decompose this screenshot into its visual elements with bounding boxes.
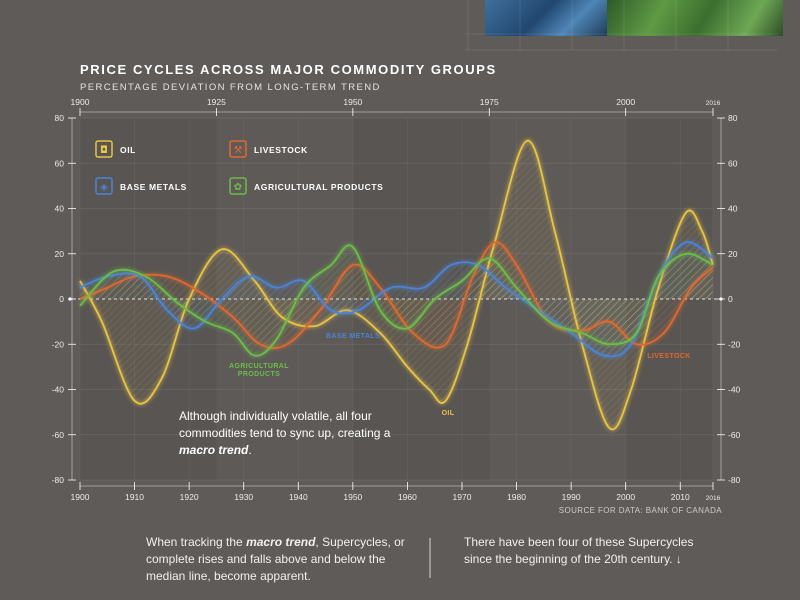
y-tick-label-right: 60 [728,158,738,168]
oil-barrel-icon [95,140,113,158]
legend-item-livestock: ⚒ LIVESTOCK [229,140,308,158]
x-tick-label-bottom: 1970 [453,492,472,502]
chart-title: PRICE CYCLES ACROSS MAJOR COMMODITY GROU… [80,62,497,77]
series-lines [68,139,723,431]
y-tick-label-left: 80 [55,113,65,123]
label-agricultural-products-line2: PRODUCTS [238,371,280,378]
annotation-emphasis: macro trend [179,443,249,457]
x-tick-label-top: 2016 [706,100,721,107]
x-tick-label-top: 1950 [343,97,362,107]
chart-subtitle: PERCENTAGE DEVIATION FROM LONG-TERM TREN… [80,82,381,93]
series-fill-oil [80,140,713,430]
annotation-text: Although individually volatile, all four… [179,409,391,440]
x-tick-label-bottom: 1920 [180,492,199,502]
base-metals-icon [95,177,113,195]
legend-label: OIL [120,145,136,155]
series-line-agricultural-products [79,244,714,357]
y-tick-label-right: 0 [728,294,733,304]
x-tick-label-bottom: 1930 [234,492,253,502]
agriculture-icon [229,177,247,195]
label-oil: OIL [442,410,455,417]
data-source: SOURCE FOR DATA: BANK OF CANADA [558,506,722,515]
x-tick-label-top: 1925 [207,97,226,107]
x-tick-label-bottom: 1950 [343,492,362,502]
legend-item-base-metals: ◈ BASE METALS [95,177,187,195]
x-tick-label-top: 1975 [480,97,499,107]
legend-item-agricultural-products: ✿ AGRICULTURAL PRODUCTS [229,177,383,195]
legend-label: LIVESTOCK [254,145,308,155]
y-tick-label-right: -20 [728,339,741,349]
livestock-icon-glyph: ⚒ [234,145,243,156]
legend-item-oil: ◘ OIL [95,140,136,158]
oil-barrel-icon-glyph: ◘ [100,145,108,156]
y-tick-label-right: -60 [728,430,741,440]
photo-crops [607,0,783,36]
x-tick-label-bottom: 2010 [671,492,690,502]
footer-left-emphasis: macro trend [246,535,316,549]
footer-left-text: When tracking the macro trend, Supercycl… [146,534,408,585]
x-tick-label-bottom: 1900 [71,492,90,502]
y-tick-label-right: -80 [728,475,741,485]
y-tick-label-left: 0 [59,294,64,304]
x-tick-label-top: 1900 [71,97,90,107]
y-tick-label-left: -20 [52,339,65,349]
y-tick-label-left: 60 [55,158,65,168]
series-line-livestock [79,241,714,349]
annotation-suffix: . [248,443,252,457]
y-tick-label-left: -80 [52,475,65,485]
label-agricultural-products-line1: AGRICULTURAL [229,363,289,370]
legend: ◘ OIL ⚒ LIVESTOCK ◈ BASE METALS ✿ AGRICULTURAL … [95,140,383,195]
series-tint-oil [80,140,713,430]
x-tick-label-bottom: 1910 [125,492,144,502]
footer-left-prefix: When tracking the [146,535,247,549]
y-tick-label-right: -40 [728,385,741,395]
series-line-oil [79,139,714,431]
y-tick-label-left: -60 [52,430,65,440]
photo-metal-coils [485,0,607,36]
label-base-metals: BASE METALS [326,333,380,340]
agriculture-icon-glyph: ✿ [234,182,242,193]
top-photo-strip [485,0,783,36]
y-tick-label-left: -40 [52,385,65,395]
x-tick-label-bottom: 2016 [706,495,721,502]
x-tick-label-bottom: 1980 [507,492,526,502]
series-tint-agricultural-products [80,245,713,356]
top-decorative-grid [465,0,778,51]
label-livestock: LIVESTOCK [647,353,691,360]
legend-label: AGRICULTURAL PRODUCTS [254,182,383,192]
y-tick-label-right: 20 [728,249,738,259]
x-tick-label-bottom: 1960 [398,492,417,502]
livestock-icon [229,140,247,158]
chart-annotation: Although individually volatile, all four… [179,408,409,459]
x-tick-label-bottom: 1990 [562,492,581,502]
series-line-base-metals [79,241,714,358]
y-tick-label-right: 80 [728,113,738,123]
x-tick-label-bottom: 2000 [616,492,635,502]
footer-right-text: There have been four of these Supercycle… [464,535,694,566]
y-tick-label-left: 40 [55,204,65,214]
series-fill-agricultural-products [80,245,713,356]
footer-left-suffix: , Supercycles, or complete rises and fal… [146,535,405,583]
legend-label: BASE METALS [120,182,187,192]
y-tick-label-right: 40 [728,204,738,214]
x-tick-label-top: 2000 [616,97,635,107]
y-tick-label-left: 20 [55,249,65,259]
x-tick-label-bottom: 1940 [289,492,308,502]
base-metals-icon-glyph: ◈ [100,182,108,193]
